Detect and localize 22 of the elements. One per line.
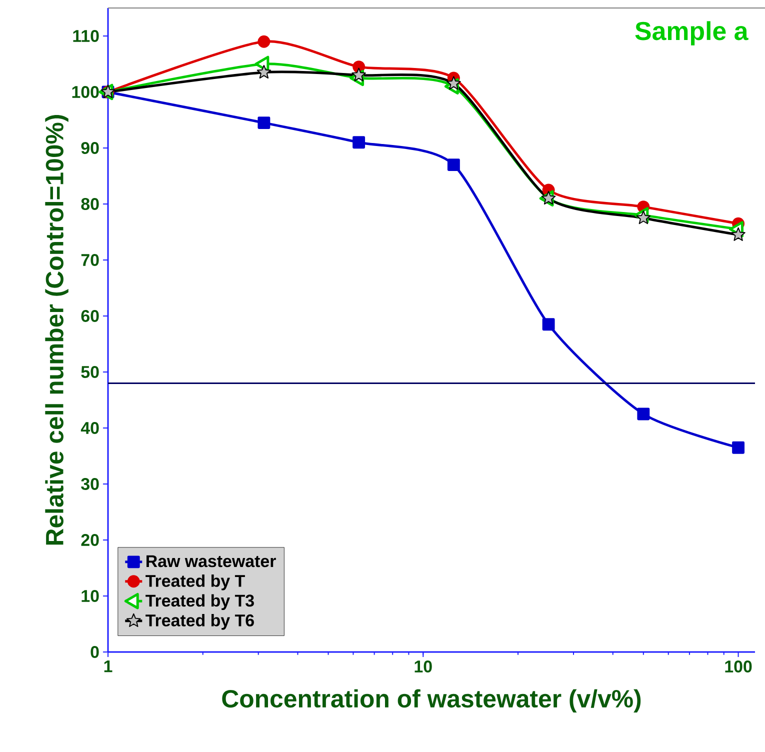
y-tick-label: 80 <box>81 198 99 210</box>
y-tick-label: 30 <box>81 478 99 490</box>
x-tick-label: 1 <box>104 660 112 672</box>
y-tick-label: 10 <box>82 590 99 602</box>
y-tick-label: 40 <box>80 422 99 434</box>
legend-label: Treated by T6 <box>146 614 254 630</box>
y-tick-label: 90 <box>81 142 99 154</box>
y-tick-label: 20 <box>81 534 99 546</box>
legend-label: Treated by T3 <box>146 594 254 610</box>
y-axis-title: Relative cell number (Control=100%) <box>45 115 68 545</box>
x-tick-label: 10 <box>414 660 432 672</box>
y-tick-label: 110 <box>73 30 99 42</box>
y-tick-label: 60 <box>81 310 99 322</box>
x-tick-label: 100 <box>725 660 752 672</box>
annotation: Sample a <box>635 21 748 46</box>
y-tick-label: 100 <box>72 86 99 98</box>
legend-label: Raw wastewater <box>146 555 276 568</box>
y-tick-label: 70 <box>81 254 99 266</box>
y-tick-label: 50 <box>81 366 99 378</box>
y-tick-label: 0 <box>90 646 99 658</box>
legend-label: Treated by T <box>146 574 245 590</box>
x-axis-title: Concentration of wastewater (v/v%) <box>222 689 641 713</box>
